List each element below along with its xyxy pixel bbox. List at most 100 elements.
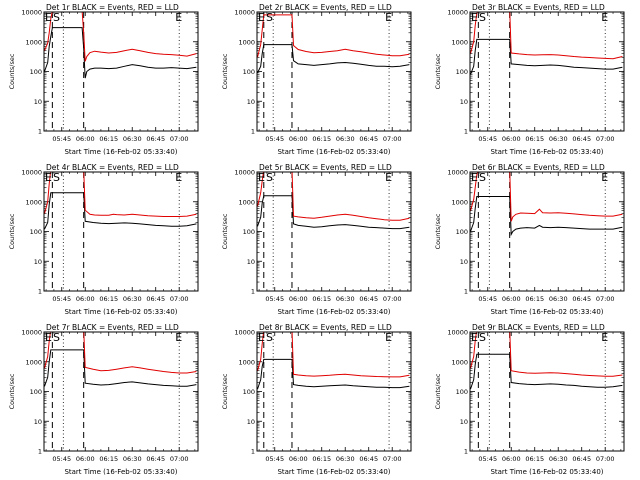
x-tick-label: 05:45 [478,455,497,463]
series-line-lld [257,332,410,378]
panel-title: Det 9r BLACK = Events, RED = LLD [472,323,605,332]
y-tick-label: 10 [247,418,255,426]
x-tick-label: 07:00 [170,135,189,143]
interval-marker-label: E [471,171,478,184]
x-axis-label: Start Time (16-Feb-02 05:33:40) [64,148,177,156]
panel-title: Det 2r BLACK = Events, RED = LLD [259,3,392,12]
interval-marker-label: E [471,11,478,24]
series-line-events [470,353,623,390]
y-axis-label: Counts/sec [8,373,16,409]
interval-marker-label: S [266,11,273,24]
interval-marker-label: E [258,171,265,184]
series-line-events [44,349,197,387]
x-tick-label: 06:30 [336,455,355,463]
y-tick-label: 10000 [21,9,42,17]
x-tick-label: 07:00 [383,455,402,463]
panel-det-3r: Det 3r BLACK = Events, RED = LLD Counts/s… [434,3,625,156]
y-tick-label: 10 [247,258,255,266]
y-tick-label: 1 [38,288,42,296]
x-tick-label: 06:45 [146,455,165,463]
x-tick-label: 06:15 [312,295,331,303]
x-tick-label: 07:00 [170,295,189,303]
y-tick-label: 1000 [238,198,255,206]
interval-marker-label: E [385,11,392,24]
y-tick-label: 1 [251,288,255,296]
interval-marker-label: E [175,171,182,184]
plot-frame [256,11,412,132]
interval-marker-label: S [479,171,486,184]
x-tick-label: 06:45 [572,135,591,143]
series-line-events [257,44,410,74]
interval-marker-label: E [471,331,478,344]
y-tick-label: 1 [251,448,255,456]
y-tick-label: 1000 [25,198,42,206]
x-tick-label: 06:15 [525,455,544,463]
x-tick-label: 06:30 [123,135,142,143]
y-tick-label: 100 [243,388,255,396]
x-tick-label: 05:45 [52,455,71,463]
interval-marker-label: E [45,171,52,184]
x-tick-label: 07:00 [170,455,189,463]
x-tick-label: 06:45 [572,455,591,463]
y-tick-label: 1 [464,448,468,456]
x-tick-label: 06:00 [289,295,308,303]
interval-marker-label: S [53,171,60,184]
y-axis-label: Counts/sec [8,53,16,89]
x-axis-label: Start Time (16-Feb-02 05:33:40) [64,308,177,316]
y-tick-label: 10 [34,258,42,266]
y-tick-label: 10 [460,418,468,426]
y-tick-label: 10 [460,98,468,106]
interval-marker-label: S [53,331,60,344]
y-tick-label: 100 [243,68,255,76]
series-line-lld [470,332,623,377]
plot-frame [43,171,199,292]
series-line-events [470,38,623,75]
y-tick-label: 1 [38,128,42,136]
y-tick-label: 10 [460,258,468,266]
x-tick-label: 06:00 [76,295,95,303]
plot-frame [43,331,199,452]
panel-det-4r: Det 4r BLACK = Events, RED = LLD Counts/s… [8,163,199,316]
y-tick-label: 10 [34,98,42,106]
y-axis-label: Counts/sec [221,53,229,89]
series-line-lld [257,172,410,221]
x-tick-label: 05:45 [478,135,497,143]
series-line-lld [257,14,410,58]
x-tick-label: 05:45 [52,295,71,303]
series-line-lld [44,12,197,62]
x-axis-label: Start Time (16-Feb-02 05:33:40) [490,308,603,316]
interval-marker-label: E [45,331,52,344]
interval-marker-label: S [53,11,60,24]
panel-det-7r: Det 7r BLACK = Events, RED = LLD Counts/s… [8,323,199,476]
y-tick-label: 1000 [25,38,42,46]
series-line-lld [44,172,197,217]
y-tick-label: 10000 [447,9,468,17]
x-tick-label: 07:00 [383,295,402,303]
series-line-lld [470,12,623,60]
y-tick-label: 10 [34,418,42,426]
x-tick-label: 06:30 [549,135,568,143]
x-tick-label: 05:45 [265,135,284,143]
interval-marker-label: E [175,331,182,344]
panel-det-2r: Det 2r BLACK = Events, RED = LLD Counts/s… [221,3,412,156]
series-line-lld [44,332,197,374]
panel-title: Det 5r BLACK = Events, RED = LLD [259,163,392,172]
x-axis-label: Start Time (16-Feb-02 05:33:40) [277,148,390,156]
panel-det-8r: Det 8r BLACK = Events, RED = LLD Counts/s… [221,323,412,476]
interval-marker-label: S [479,331,486,344]
x-tick-label: 06:45 [359,455,378,463]
interval-marker-label: E [175,11,182,24]
interval-marker-label: E [258,331,265,344]
x-tick-label: 06:30 [336,295,355,303]
y-tick-label: 10000 [234,329,255,337]
series-line-events [470,196,623,237]
x-tick-label: 06:30 [549,295,568,303]
interval-marker-label: E [601,11,608,24]
plot-frame [469,171,625,292]
panel-title: Det 4r BLACK = Events, RED = LLD [46,163,179,172]
y-tick-label: 1 [251,128,255,136]
y-axis-label: Counts/sec [434,213,442,249]
series-line-events [257,358,410,390]
y-tick-label: 1000 [238,358,255,366]
